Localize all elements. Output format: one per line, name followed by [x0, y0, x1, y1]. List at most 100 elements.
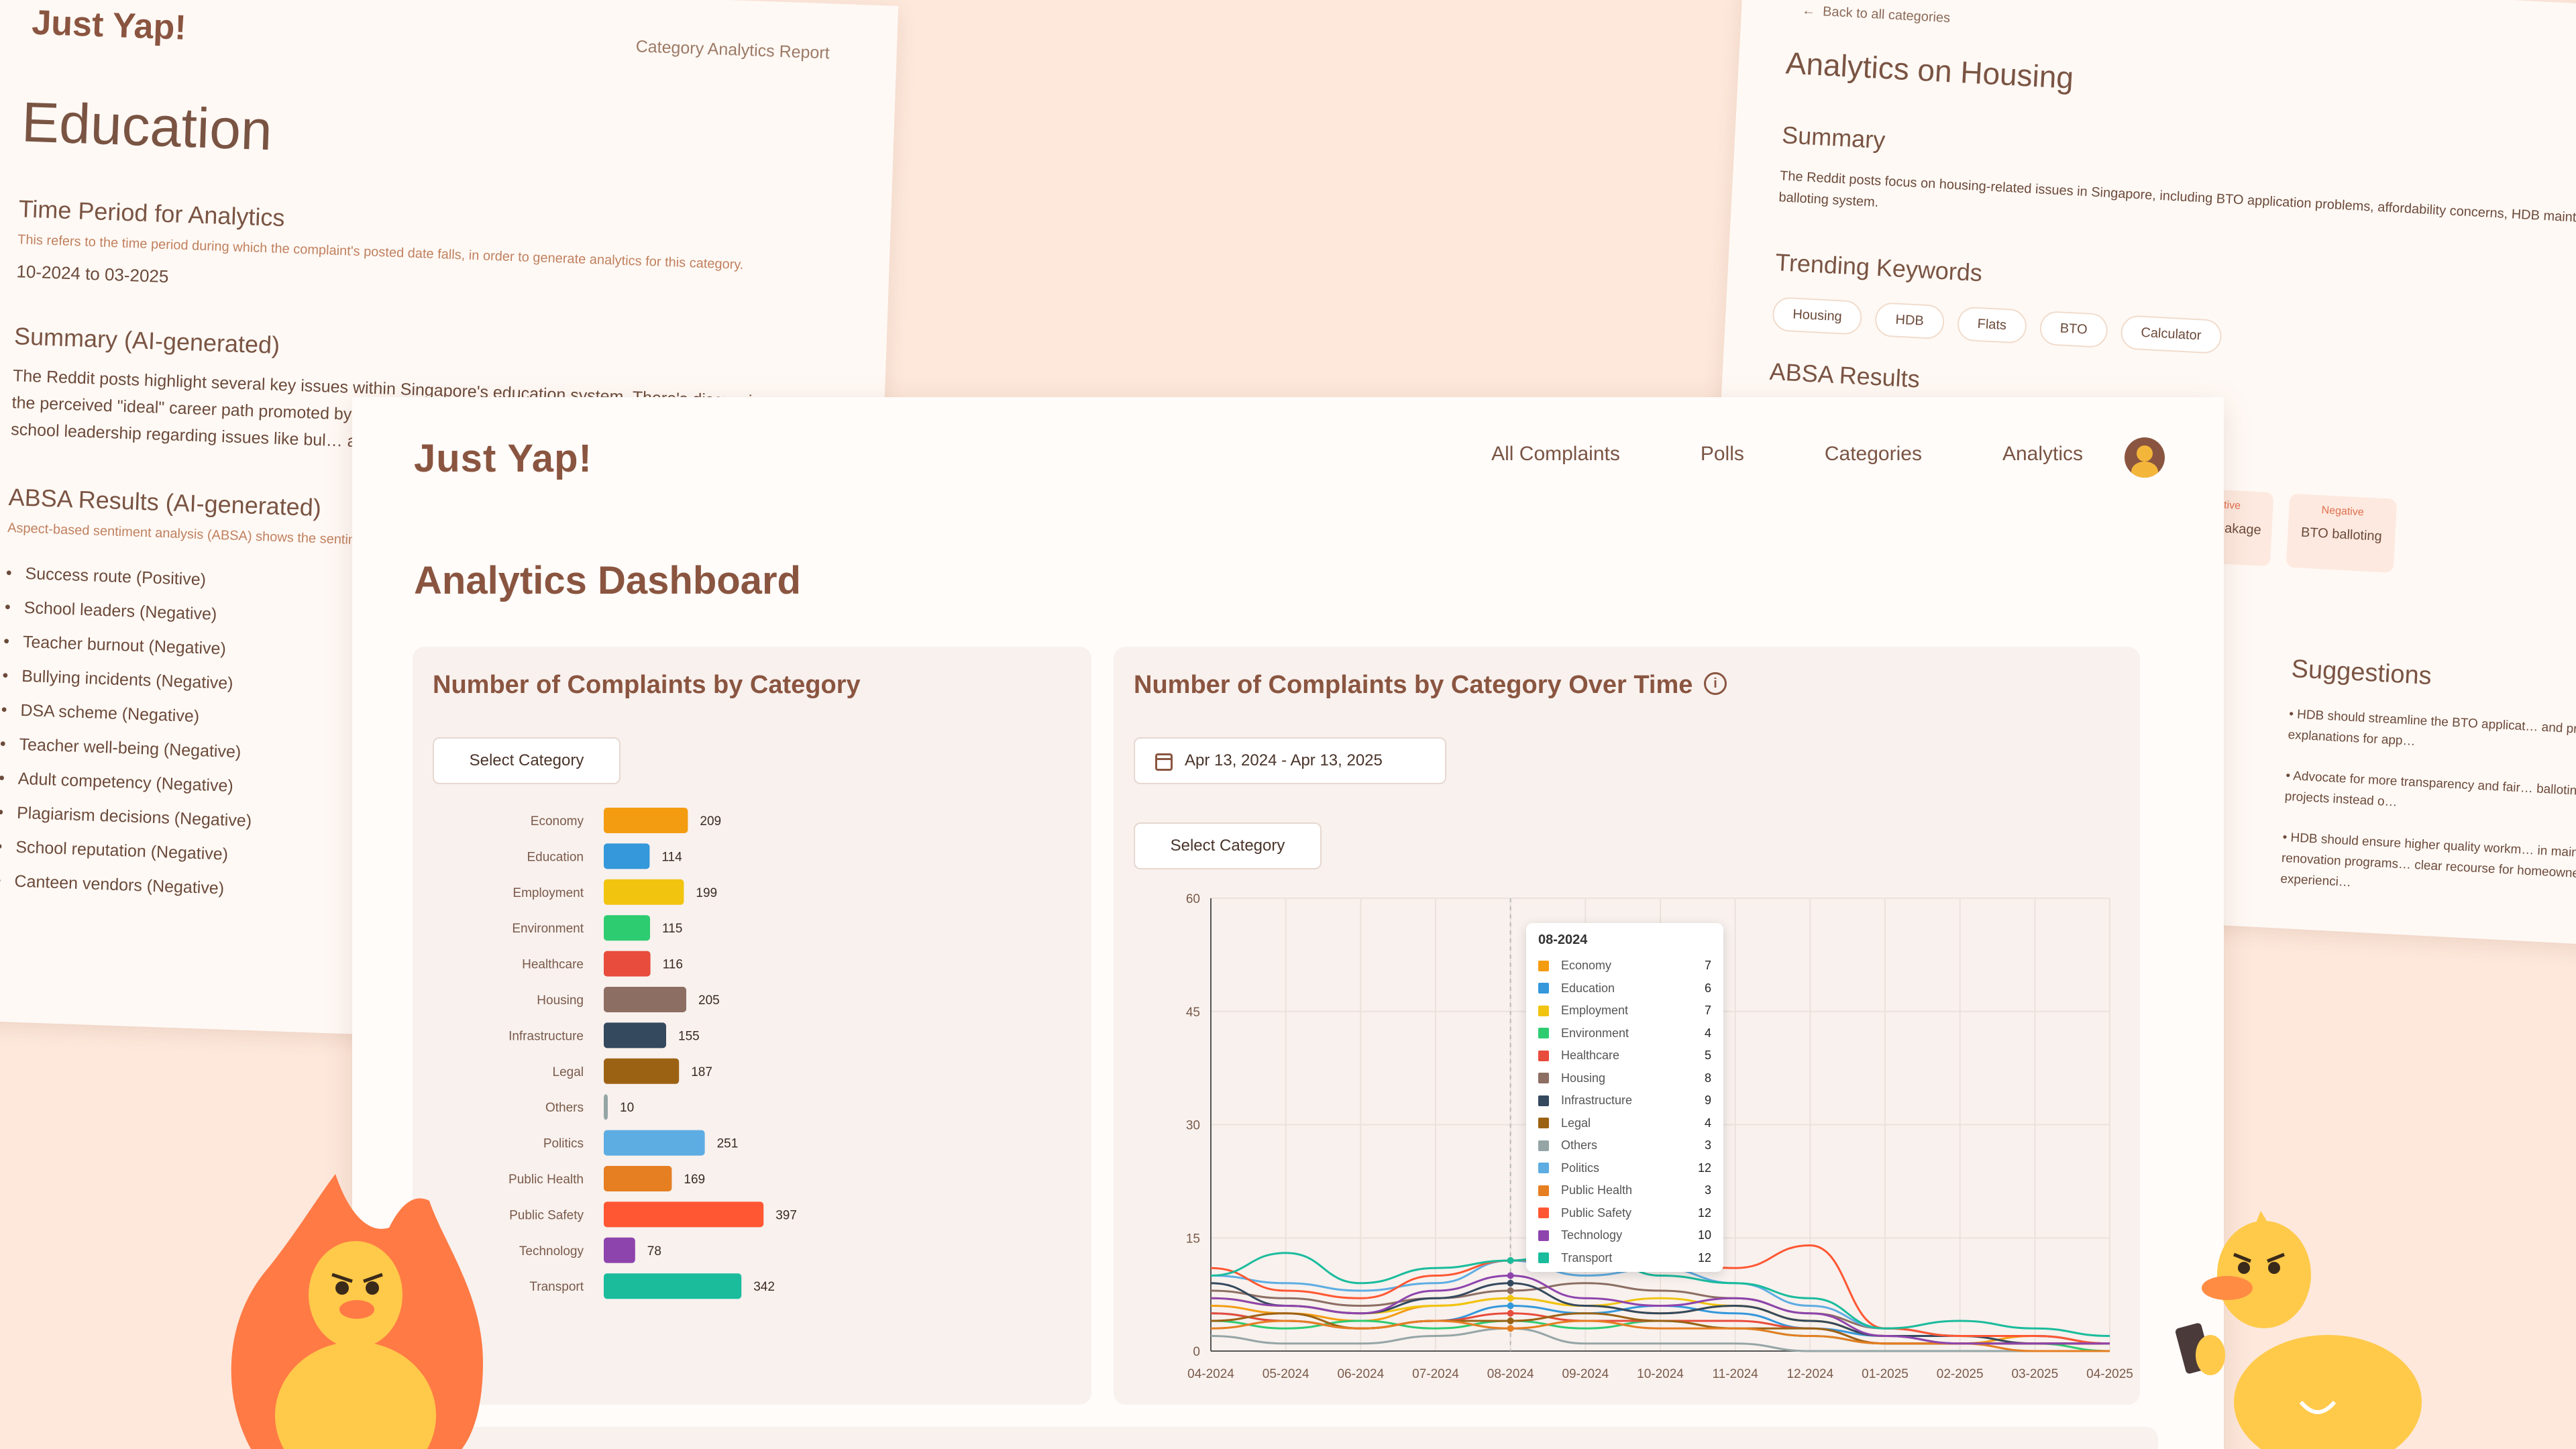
hover-point [1507, 1257, 1514, 1264]
x-tick-label: 09-2024 [1562, 1367, 1609, 1381]
series-value: 7 [1704, 959, 1711, 973]
series-value: 10 [1697, 1228, 1711, 1242]
series-name: Politics [1561, 1161, 1600, 1175]
y-tick-label: 60 [1186, 892, 1200, 906]
tooltip-row: Technology 10 [1538, 1224, 1711, 1247]
date-range-label: Apr 13, 2024 - Apr 13, 2025 [1185, 751, 1383, 769]
x-tick-label: 04-2025 [2086, 1367, 2133, 1381]
bar-politics[interactable] [604, 1130, 705, 1156]
housing-title: Analytics on Housing [1784, 45, 2075, 95]
card-title: Number of Complaints by Category Over Ti… [1134, 671, 1693, 699]
y-tick-label: 0 [1193, 1345, 1200, 1359]
hover-point [1507, 1318, 1514, 1324]
hover-point [1507, 1325, 1514, 1332]
bar-education[interactable] [604, 843, 650, 869]
hover-point [1507, 1287, 1514, 1294]
bar-category-label: Transport [529, 1280, 584, 1294]
avatar-head [2137, 445, 2153, 462]
series-line-transport[interactable] [1210, 1244, 2110, 1337]
bar-value-label: 78 [647, 1244, 661, 1258]
bar-economy[interactable] [604, 808, 688, 833]
series-name: Technology [1561, 1228, 1623, 1242]
arrow-left-icon: ← [1801, 3, 1823, 19]
series-swatch [1538, 1050, 1549, 1061]
keyword-chip[interactable]: BTO [2039, 310, 2108, 349]
hover-point [1507, 1295, 1514, 1302]
series-swatch [1538, 1028, 1549, 1039]
bar-public-health[interactable] [604, 1166, 672, 1191]
complaints-by-category-card: Number of Complaints by Category Select … [413, 647, 1091, 1405]
category-title: Education [20, 90, 274, 162]
bar-employment[interactable] [604, 879, 684, 905]
tooltip-row: Healthcare 5 [1538, 1044, 1711, 1067]
back-link-label: Back to all categories [1822, 4, 1951, 26]
bar-environment[interactable] [604, 915, 650, 941]
x-tick-label: 11-2024 [1713, 1367, 1759, 1381]
tooltip-row: Environment 4 [1538, 1022, 1711, 1045]
nav-categories[interactable]: Categories [1824, 443, 1922, 465]
series-name: Legal [1561, 1116, 1591, 1130]
series-name: Public Safety [1561, 1205, 1632, 1220]
keyword-chip[interactable]: Flats [1956, 306, 2028, 344]
bar-healthcare[interactable] [604, 951, 651, 977]
flame-chick-mascot [231, 1174, 483, 1449]
y-tick-label: 30 [1186, 1119, 1200, 1133]
bar-value-label: 187 [691, 1065, 712, 1079]
tooltip-row: Employment 7 [1538, 1000, 1711, 1022]
tooltip-title: 08-2024 [1538, 932, 1588, 947]
tooltip-row: Politics 12 [1538, 1157, 1711, 1180]
keyword-chip[interactable]: Calculator [2120, 315, 2222, 354]
bar-technology[interactable] [604, 1237, 635, 1263]
bar-category-label: Healthcare [522, 958, 584, 972]
bar-category-label: Others [545, 1101, 584, 1115]
series-line-technology[interactable] [1210, 1274, 2110, 1345]
series-line-others[interactable] [1210, 1327, 2110, 1352]
bar-transport[interactable] [604, 1273, 742, 1299]
series-name: Employment [1561, 1004, 1629, 1018]
series-swatch [1538, 1118, 1549, 1129]
bar-others[interactable] [604, 1094, 608, 1120]
bar-value-label: 10 [620, 1101, 634, 1115]
hover-point [1507, 1272, 1514, 1279]
series-swatch [1538, 1005, 1549, 1016]
user-avatar[interactable] [2125, 437, 2165, 478]
info-icon[interactable]: i [1704, 672, 1727, 695]
bar-legal[interactable] [604, 1058, 680, 1084]
nav-analytics[interactable]: Analytics [2002, 443, 2083, 465]
next-card-edge [414, 1427, 2158, 1449]
bar-value-label: 199 [696, 886, 717, 900]
angry-duck-mascot [2175, 1211, 2422, 1449]
brand-logo: Just Yap! [31, 3, 187, 48]
brand-logo[interactable]: Just Yap! [414, 437, 592, 480]
keyword-chip[interactable]: HDB [1874, 302, 1945, 340]
select-category-button[interactable]: Select Category [1134, 822, 1322, 869]
series-value: 4 [1704, 1026, 1711, 1040]
date-range-picker[interactable]: Apr 13, 2024 - Apr 13, 2025 [1134, 737, 1446, 784]
bar-category-label: Public Safety [509, 1208, 584, 1222]
suggestions-heading: Suggestions [2290, 655, 2432, 691]
select-category-button[interactable]: Select Category [433, 737, 621, 784]
bar-public-safety[interactable] [604, 1201, 764, 1228]
tooltip-row: Public Safety 12 [1538, 1202, 1711, 1225]
series-swatch [1538, 960, 1549, 971]
bar-category-label: Politics [543, 1137, 584, 1151]
bar-value-label: 115 [662, 922, 682, 936]
bar-infrastructure[interactable] [604, 1022, 666, 1049]
series-name: Others [1561, 1138, 1598, 1152]
series-value: 5 [1704, 1049, 1711, 1063]
bar-housing[interactable] [604, 987, 686, 1012]
series-name: Economy [1561, 959, 1612, 973]
series-swatch [1538, 983, 1549, 994]
series-swatch [1538, 1208, 1549, 1219]
series-swatch [1538, 1163, 1549, 1174]
series-value: 4 [1704, 1116, 1711, 1130]
suggestion-item: HDB should ensure higher quality workm… … [2280, 827, 2576, 909]
nav-all-complaints[interactable]: All Complaints [1491, 443, 1620, 465]
series-value: 8 [1704, 1071, 1711, 1085]
tooltip-row: Infrastructure 9 [1538, 1089, 1711, 1112]
tooltip-row: Legal 4 [1538, 1112, 1711, 1135]
hover-point [1507, 1309, 1514, 1317]
nav-polls[interactable]: Polls [1700, 443, 1744, 465]
keyword-chip[interactable]: Housing [1772, 296, 1863, 335]
